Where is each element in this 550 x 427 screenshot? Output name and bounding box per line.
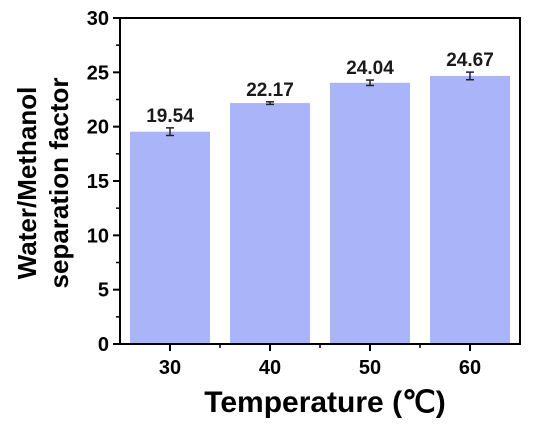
error-bar-60 xyxy=(466,71,474,81)
x-axis-ticks: 30 40 50 60 xyxy=(159,344,481,379)
data-label-40: 22.17 xyxy=(246,80,294,101)
error-bar-40 xyxy=(266,101,274,106)
y-tick-label-10: 10 xyxy=(87,225,109,247)
x-tick-label-50: 50 xyxy=(359,357,381,379)
x-tick-label-30: 30 xyxy=(159,357,181,379)
y-tick-label-5: 5 xyxy=(98,280,109,302)
x-tick-label-60: 60 xyxy=(459,357,481,379)
data-label-60: 24.67 xyxy=(446,50,494,71)
data-label-30: 19.54 xyxy=(146,106,194,127)
bar-30 xyxy=(130,131,210,344)
y-axis-ticks: 0 5 10 15 20 25 30 xyxy=(87,8,120,356)
y-tick-label-30: 30 xyxy=(87,8,109,30)
y-axis-title-line-1: Water/Methanol xyxy=(12,87,42,280)
y-axis-title-line-2: separation factor xyxy=(44,78,74,289)
data-labels-layer: 19.54 22.17 24.04 24.67 xyxy=(146,50,494,127)
y-tick-label-15: 15 xyxy=(87,171,109,193)
y-tick-label-25: 25 xyxy=(87,62,109,84)
data-label-50: 24.04 xyxy=(346,58,394,79)
bar-50 xyxy=(330,82,410,345)
y-tick-label-20: 20 xyxy=(87,117,109,139)
error-bar-50 xyxy=(366,79,374,87)
x-axis-title: Temperature (℃) xyxy=(204,386,446,419)
bar-40 xyxy=(230,103,310,344)
bar-60 xyxy=(430,75,510,344)
bars-layer xyxy=(130,75,510,345)
x-tick-label-40: 40 xyxy=(259,357,281,379)
error-bar-30 xyxy=(166,127,174,137)
y-tick-label-0: 0 xyxy=(98,334,109,356)
error-bars-layer xyxy=(166,71,474,137)
